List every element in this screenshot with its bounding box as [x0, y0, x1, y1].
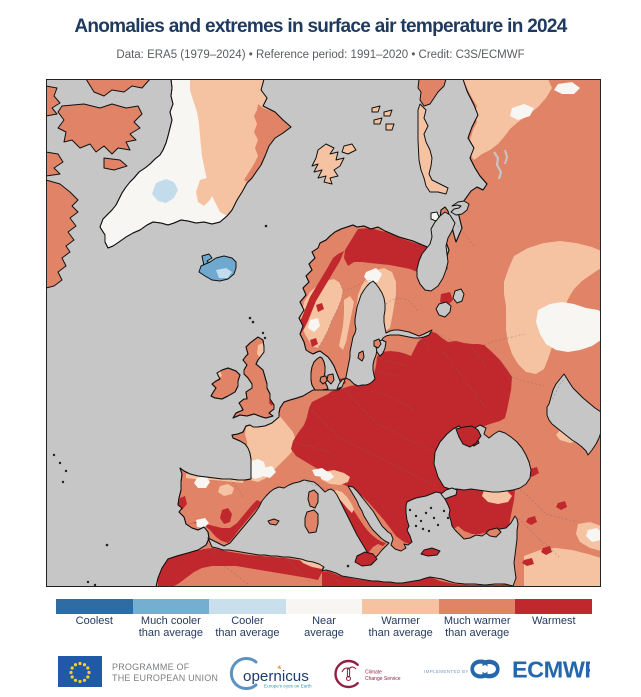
svg-text:Change Service: Change Service — [365, 676, 401, 682]
svg-text:Europe's eyes on Earth: Europe's eyes on Earth — [264, 684, 312, 689]
svg-text:Climate: Climate — [365, 670, 382, 676]
svg-text:opernicus: opernicus — [243, 668, 309, 685]
svg-text:ECMWF: ECMWF — [512, 659, 590, 683]
